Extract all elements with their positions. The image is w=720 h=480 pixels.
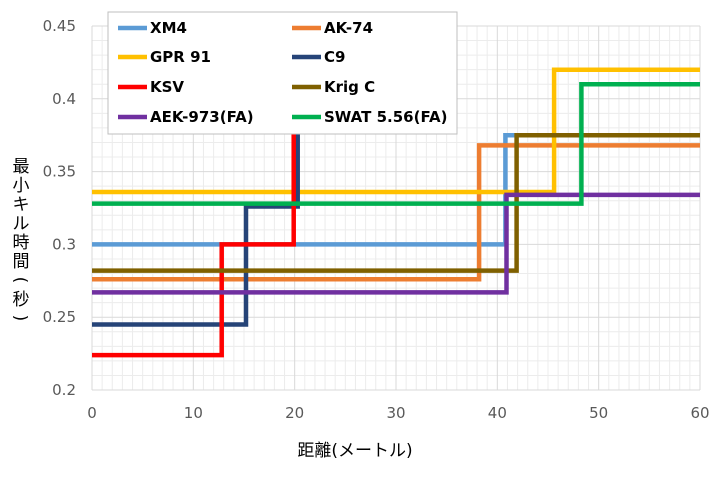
- y-axis-title-char: 時: [13, 233, 30, 253]
- series-line: [92, 81, 700, 206]
- series-lines: [92, 67, 700, 358]
- y-axis-title-char: 秒: [13, 290, 30, 310]
- x-axis-title: 距離(メートル): [297, 441, 412, 461]
- legend-label: GPR 91: [150, 48, 211, 66]
- y-axis-title-char: 間: [13, 252, 30, 272]
- x-tick-label: 10: [184, 404, 203, 422]
- series-line: [92, 143, 700, 282]
- x-tick-label: 0: [87, 404, 97, 422]
- legend-label: C9: [324, 48, 345, 66]
- y-tick-label: 0.45: [43, 17, 76, 35]
- y-axis-title-char: 小: [13, 176, 30, 196]
- x-tick-label: 50: [589, 404, 608, 422]
- y-tick-label: 0.2: [52, 381, 76, 399]
- legend-box: [107, 11, 458, 135]
- legend-label: Krig C: [324, 78, 375, 96]
- legend-label: XM4: [150, 19, 187, 37]
- y-axis-title-char: (: [10, 277, 30, 284]
- legend-label: AK-74: [324, 19, 373, 37]
- legend-label: SWAT 5.56(FA): [324, 108, 447, 126]
- legend: XM4 AK-74 GPR 91 C9 KSV Krig C AEK-973(FA) SWAT…: [107, 11, 458, 135]
- y-axis-title-char: ): [10, 315, 30, 322]
- x-tick-label: 30: [386, 404, 405, 422]
- legend-label: KSV: [150, 78, 184, 96]
- series-line: [92, 192, 700, 295]
- y-axis-title-char: ル: [13, 214, 30, 234]
- x-tick-label: 40: [488, 404, 507, 422]
- y-axis-title-char: キ: [13, 195, 30, 215]
- legend-label: AEK-973(FA): [150, 108, 254, 126]
- y-tick-label: 0.35: [43, 163, 76, 181]
- axes: 0 10 20 30 40 50 60 0.2 0.25 0.3 0.35 0.4 0.45: [43, 17, 710, 422]
- y-tick-label: 0.25: [43, 308, 76, 326]
- x-tick-label: 60: [690, 404, 709, 422]
- y-axis-title-char: 最: [13, 157, 30, 177]
- series-line: [92, 98, 300, 327]
- y-tick-label: 0.3: [52, 235, 76, 253]
- y-tick-label: 0.4: [52, 90, 76, 108]
- series-line: [92, 67, 700, 195]
- x-tick-label: 20: [285, 404, 304, 422]
